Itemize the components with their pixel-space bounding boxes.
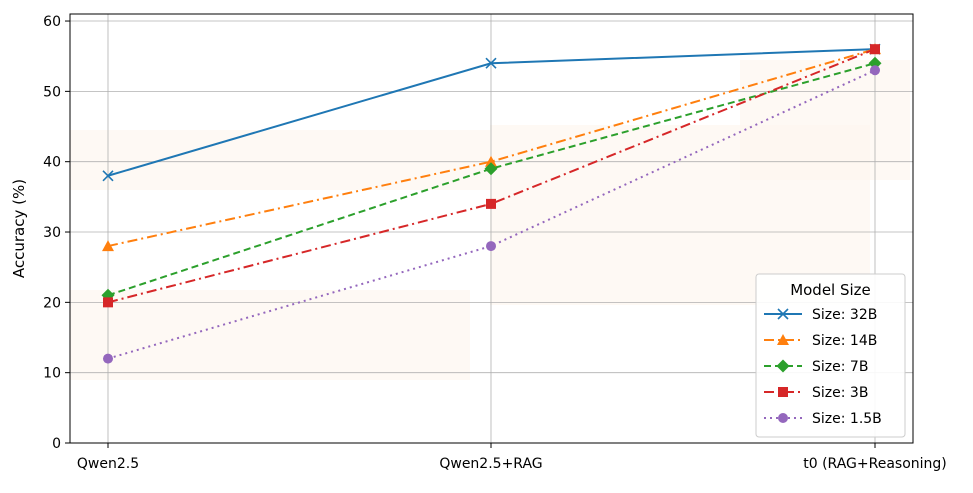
- series-4: [103, 44, 880, 308]
- background-band: [70, 290, 470, 380]
- legend: Model Size Size: 32B Size: 14B Size: 7B Size…: [755, 273, 906, 438]
- x-tick-label: t0 (RAG+Reasoning): [803, 456, 947, 472]
- data-point-marker: [870, 44, 880, 55]
- y-tick-label: 30: [43, 225, 61, 241]
- data-point-marker: [103, 297, 113, 308]
- legend-entry: Size: 7B: [764, 359, 868, 375]
- y-axis-ticks: 0 10 20 30 40 50 60: [43, 14, 70, 452]
- series-group: [101, 43, 882, 364]
- legend-entry-label: Size: 32B: [812, 307, 877, 323]
- legend-entry-label: Size: 3B: [812, 385, 868, 401]
- data-point-marker: [484, 162, 498, 176]
- data-point-marker: [777, 334, 789, 345]
- data-point-marker: [776, 359, 790, 373]
- data-point-marker: [778, 413, 788, 423]
- data-point-marker: [102, 240, 114, 252]
- y-tick-label: 0: [52, 436, 61, 452]
- data-point-marker: [485, 155, 497, 167]
- y-tick-label: 10: [43, 366, 61, 382]
- legend-entry: Size: 32B: [764, 307, 877, 323]
- legend-entry-label: Size: 14B: [812, 333, 877, 349]
- data-point-marker: [778, 387, 788, 397]
- x-tick-label: Qwen2.5+RAG: [439, 456, 542, 472]
- legend-entry: Size: 14B: [764, 333, 877, 349]
- data-point-marker: [102, 170, 114, 182]
- series-line: [107, 69, 876, 360]
- legend-entry-label: Size: 1.5B: [812, 411, 882, 427]
- legend-title: Model Size: [790, 281, 871, 299]
- data-point-marker: [485, 57, 497, 69]
- y-tick-label: 40: [43, 155, 61, 171]
- background-band: [70, 130, 490, 190]
- legend-entry: Size: 3B: [764, 385, 868, 401]
- series-5: [103, 65, 880, 364]
- data-point-marker: [870, 65, 880, 76]
- series-line: [107, 62, 876, 297]
- data-point-marker: [486, 198, 496, 209]
- y-tick-label: 50: [43, 84, 61, 100]
- x-tick-label: Qwen2.5: [77, 456, 139, 472]
- data-point-marker: [103, 353, 113, 364]
- y-tick-label: 60: [43, 14, 61, 30]
- legend-entry: Size: 1.5B: [764, 411, 882, 427]
- x-axis-ticks: Qwen2.5 Qwen2.5+RAG t0 (RAG+Reasoning): [77, 443, 947, 472]
- legend-entry-label: Size: 7B: [812, 359, 868, 375]
- y-axis-label: Accuracy (%): [10, 179, 28, 278]
- data-point-marker: [777, 308, 789, 320]
- data-point-marker: [486, 241, 496, 252]
- y-tick-label: 20: [43, 295, 61, 311]
